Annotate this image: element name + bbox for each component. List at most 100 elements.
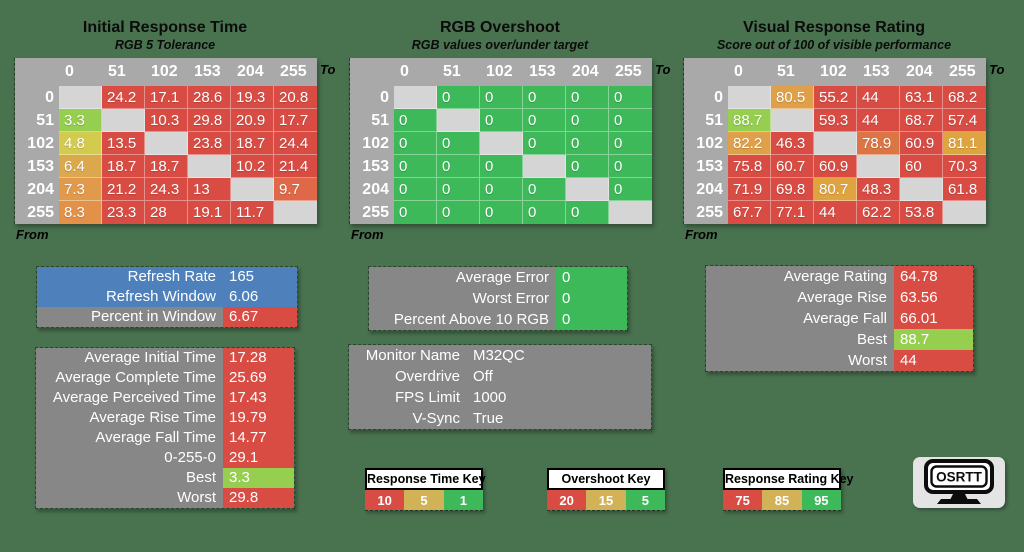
matrix-row-header: 255: [15, 201, 59, 224]
monitor-info-block: Monitor Name M32QC Overdrive Off FPS Limit 10…: [348, 344, 652, 430]
matrix-value-cell: 10.2: [231, 155, 274, 178]
monitor-stand-neck: [950, 492, 968, 499]
summary-label: Percent in Window: [37, 307, 223, 327]
summary-label: Average Rise: [706, 287, 894, 308]
matrix-row-header: 51: [15, 109, 59, 132]
summary-label: Average Error: [369, 267, 556, 288]
matrix-value-cell: 78.9: [857, 132, 900, 155]
matrix-value-cell: 60.9: [900, 132, 943, 155]
key-cells: 10 5 1: [365, 490, 483, 511]
matrix-value-cell: 9.7: [274, 178, 317, 201]
osrtt-logo: OSRTT: [913, 457, 1005, 508]
summary-row: 0-255-0 29.1: [36, 448, 294, 468]
summary-value: 64.78: [894, 266, 973, 287]
matrix-value-cell: 48.3: [857, 178, 900, 201]
matrix-value-cell: 0: [480, 201, 523, 224]
summary-label: Average Rise Time: [36, 408, 223, 428]
matrix-value-cell: 0: [437, 155, 480, 178]
matrix-value-cell: 29.8: [188, 109, 231, 132]
matrix-diagonal-cell: [609, 201, 652, 224]
matrix-diagonal-cell: [943, 201, 986, 224]
matrix-value-cell: 8.3: [59, 201, 102, 224]
summary-value: 29.8: [223, 488, 294, 508]
matrix-value-cell: 19.3: [231, 86, 274, 109]
key-title: Response Time Key: [365, 468, 486, 490]
summary-value: 6.67: [223, 307, 297, 327]
matrix-value-cell: 57.4: [943, 109, 986, 132]
summary-row: Worst Error 0: [369, 288, 627, 309]
matrix-row-header: 153: [350, 155, 394, 178]
matrix-col-header: 204: [566, 58, 609, 86]
summary-label: Worst Error: [369, 288, 556, 309]
matrix-row-header: 153: [684, 155, 728, 178]
summary-value: 29.1: [223, 448, 294, 468]
key-cells: 20 15 5: [547, 490, 665, 511]
summary-value: 0: [556, 309, 627, 330]
summary-label: Average Initial Time: [36, 348, 223, 368]
matrix-value-cell: 28: [145, 201, 188, 224]
panel-subtitle: RGB 5 Tolerance: [114, 38, 216, 52]
rgb-overshoot-panel: RGB Overshoot RGB values over/under targ…: [349, 18, 681, 242]
matrix-value-cell: 0: [609, 109, 652, 132]
summary-row: V-Sync True: [349, 408, 651, 429]
matrix-row-header: 102: [684, 132, 728, 155]
initial-response-time-matrix: 0 51 102 153 204 255 0 24.2 17.1 28.6 19.3 20.8 51 3.…: [14, 58, 317, 224]
matrix-value-cell: 0: [437, 132, 480, 155]
matrix-diagonal-cell: [188, 155, 231, 178]
matrix-value-cell: 0: [437, 178, 480, 201]
matrix-value-cell: 68.7: [900, 109, 943, 132]
rgb-overshoot-matrix: 0 51 102 153 204 255 0 0 0 0 0 0 51 0 0 0 0 0 102 0 0 0 0 0 153 0…: [349, 58, 652, 224]
summary-label: 0-255-0: [36, 448, 223, 468]
summary-value: 1000: [467, 387, 651, 408]
summary-value: M32QC: [467, 345, 651, 366]
matrix-value-cell: 68.2: [943, 86, 986, 109]
matrix-col-header: 51: [437, 58, 480, 86]
matrix-value-cell: 0: [437, 201, 480, 224]
refresh-summary-block: Refresh Rate 165 Refresh Window 6.06 Percent…: [36, 266, 298, 328]
matrix-value-cell: 75.8: [728, 155, 771, 178]
summary-label: Overdrive: [349, 366, 467, 387]
matrix-value-cell: 77.1: [771, 201, 814, 224]
key-swatch: 10: [365, 490, 405, 510]
summary-value: 0: [556, 288, 627, 309]
matrix-value-cell: 0: [609, 86, 652, 109]
matrix-value-cell: 71.9: [728, 178, 771, 201]
matrix-diagonal-cell: [900, 178, 943, 201]
matrix-row-header: 0: [15, 86, 59, 109]
overshoot-error-summary-block: Average Error 0 Worst Error 0 Percent Above …: [368, 266, 628, 331]
matrix-col-header: 102: [814, 58, 857, 86]
matrix-value-cell: 59.3: [814, 109, 857, 132]
matrix-value-cell: 6.4: [59, 155, 102, 178]
summary-value: 0: [556, 267, 627, 288]
matrix-value-cell: 17.1: [145, 86, 188, 109]
summary-value: 19.79: [223, 408, 294, 428]
summary-row: Average Rating 64.78: [706, 266, 973, 287]
matrix-col-header: 102: [480, 58, 523, 86]
summary-value: 66.01: [894, 308, 973, 329]
matrix-row-header: 204: [684, 178, 728, 201]
matrix-value-cell: 0: [480, 86, 523, 109]
summary-value: True: [467, 408, 651, 429]
matrix-diagonal-cell: [566, 178, 609, 201]
visual-response-rating-panel: Visual Response Rating Score out of 100 …: [683, 18, 1015, 242]
matrix-col-header: 0: [394, 58, 437, 86]
from-axis-label: From: [685, 227, 718, 242]
key-title: Response Rating Key: [723, 468, 854, 490]
matrix-row-header: 153: [15, 155, 59, 178]
summary-label: Worst: [36, 488, 223, 508]
matrix-value-cell: 88.7: [728, 109, 771, 132]
key-swatch: 20: [547, 490, 587, 510]
response-rating-key: Response Rating Key 75 85 95: [723, 468, 854, 511]
summary-value: 165: [223, 267, 297, 287]
matrix-value-cell: 70.3: [943, 155, 986, 178]
matrix-diagonal-cell: [59, 86, 102, 109]
summary-row: Overdrive Off: [349, 366, 651, 387]
summary-row: Percent Above 10 RGB 0: [369, 309, 627, 330]
monitor-icon: OSRTT: [924, 459, 994, 504]
matrix-row-header: 204: [350, 178, 394, 201]
summary-value: 6.06: [223, 287, 297, 307]
panel-title: RGB Overshoot: [439, 19, 560, 36]
matrix-row-header: 51: [684, 109, 728, 132]
summary-label: Best: [706, 329, 894, 350]
matrix-col-header: 102: [145, 58, 188, 86]
